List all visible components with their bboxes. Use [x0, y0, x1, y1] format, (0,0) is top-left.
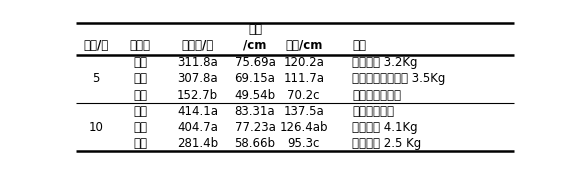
Text: 轻度: 轻度	[133, 56, 147, 69]
Text: 落花落果严重: 落花落果严重	[352, 105, 395, 118]
Text: 307.8a: 307.8a	[177, 72, 218, 85]
Text: 备注: 备注	[352, 39, 367, 52]
Text: 311.8a: 311.8a	[177, 56, 218, 69]
Text: 70.2c: 70.2c	[287, 89, 320, 102]
Text: 单果大，单株产量 3.5Kg: 单果大，单株产量 3.5Kg	[352, 72, 446, 85]
Text: 单株产量 3.2Kg: 单株产量 3.2Kg	[352, 56, 418, 69]
Text: 126.4ab: 126.4ab	[279, 121, 328, 134]
Text: 120.2a: 120.2a	[283, 56, 324, 69]
Text: 404.7a: 404.7a	[177, 121, 218, 134]
Text: 49.54b: 49.54b	[235, 89, 276, 102]
Text: 137.5a: 137.5a	[283, 105, 324, 118]
Text: 适度: 适度	[133, 121, 147, 134]
Text: 5: 5	[92, 72, 99, 85]
Text: 株高/cm: 株高/cm	[285, 39, 323, 52]
Text: 重度: 重度	[133, 89, 147, 102]
Text: 83.31a: 83.31a	[235, 105, 275, 118]
Text: 69.15a: 69.15a	[235, 72, 275, 85]
Text: 58.66b: 58.66b	[235, 137, 276, 150]
Text: 10: 10	[89, 121, 103, 134]
Text: 数量/条: 数量/条	[83, 39, 108, 52]
Text: 轻度: 轻度	[133, 105, 147, 118]
Text: /cm: /cm	[243, 39, 267, 52]
Text: 单株产量 4.1Kg: 单株产量 4.1Kg	[352, 121, 418, 134]
Text: 重度: 重度	[133, 137, 147, 150]
Text: 111.7a: 111.7a	[283, 72, 324, 85]
Text: 95.3c: 95.3c	[288, 137, 320, 150]
Text: 77.23a: 77.23a	[235, 121, 275, 134]
Text: 75.69a: 75.69a	[235, 56, 275, 69]
Text: 281.4b: 281.4b	[177, 137, 218, 150]
Text: 单株产量 2.5 Kg: 单株产量 2.5 Kg	[352, 137, 421, 150]
Text: 414.1a: 414.1a	[177, 105, 218, 118]
Text: 152.7b: 152.7b	[177, 89, 218, 102]
Text: 花芽数/个: 花芽数/个	[182, 39, 214, 52]
Text: 适度: 适度	[133, 72, 147, 85]
Text: 修剪量: 修剪量	[130, 39, 151, 52]
Text: 冠幅: 冠幅	[248, 23, 262, 36]
Text: 后期营养生长弱: 后期营养生长弱	[352, 89, 401, 102]
